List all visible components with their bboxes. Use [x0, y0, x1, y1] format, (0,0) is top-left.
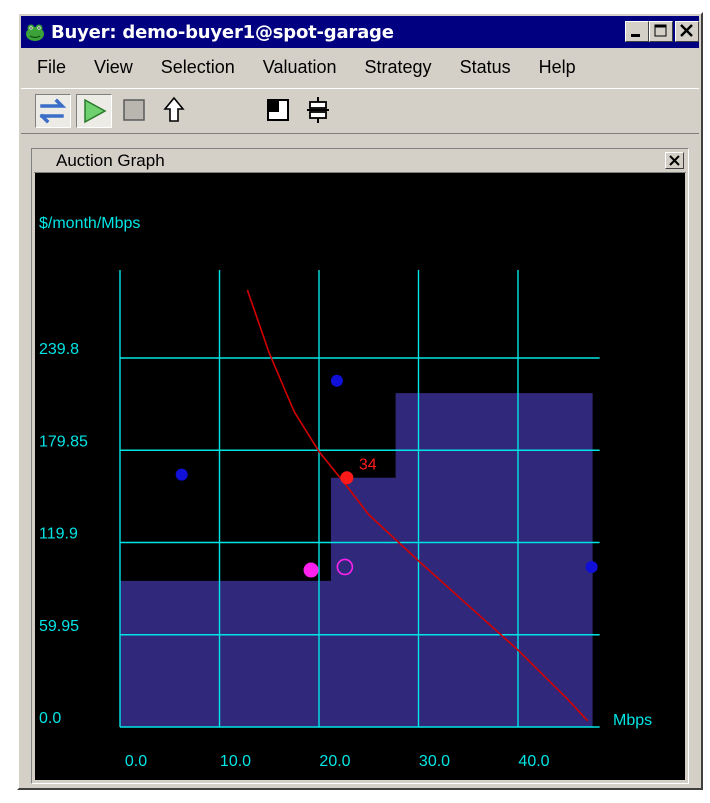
frog-app-icon: [26, 24, 44, 41]
supply-area: [120, 393, 593, 727]
panel-close-button[interactable]: [665, 152, 684, 169]
stop-button[interactable]: [117, 94, 153, 128]
y-tick-label: 119.9: [39, 526, 78, 543]
x-tick-label: 10.0: [220, 753, 251, 770]
menu-help[interactable]: Help: [538, 56, 576, 77]
up-button[interactable]: [157, 94, 193, 128]
y-tick-label: 59.95: [39, 618, 79, 635]
bid-point: [330, 374, 343, 387]
target-bid-ring: [336, 558, 354, 576]
clearing-point: [340, 471, 354, 485]
bid-point: [585, 560, 598, 573]
x-tick-label: 20.0: [319, 753, 350, 770]
auction-chart: 34 $/month/Mbps Mbps 0.0 59.95 119.9 179.85 239…: [35, 173, 685, 780]
menu-strategy[interactable]: Strategy: [364, 56, 432, 77]
layout-button[interactable]: [261, 94, 297, 128]
window-title: Buyer: demo-buyer1@spot-garage: [51, 21, 394, 43]
split-button[interactable]: [301, 94, 337, 128]
play-button[interactable]: [76, 94, 112, 128]
maximize-icon: [654, 24, 667, 37]
x-tick-label: 30.0: [419, 753, 450, 770]
menu-selection[interactable]: Selection: [160, 56, 235, 77]
menu-view[interactable]: View: [94, 56, 133, 77]
menu-valuation[interactable]: Valuation: [262, 56, 337, 77]
x-axis-label: Mbps: [613, 712, 652, 729]
application-window: Buyer: demo-buyer1@spot-garage File View…: [17, 12, 703, 790]
x-tick-label: 0.0: [125, 753, 147, 770]
menu-bar: File View Selection Valuation Strategy S…: [21, 50, 699, 84]
x-tick-label: 40.0: [518, 753, 549, 770]
close-icon: [669, 155, 680, 166]
own-bid-point: [303, 562, 319, 578]
y-axis-label: $/month/Mbps: [39, 215, 140, 232]
clearing-point-label: 34: [359, 457, 377, 474]
up-arrow-icon: [163, 96, 185, 122]
close-icon: [680, 24, 693, 37]
y-tick-label: 0.0: [39, 710, 61, 727]
bid-point: [175, 468, 188, 481]
window-layout-icon: [267, 99, 289, 121]
swap-arrows-icon: [39, 98, 67, 124]
title-bar[interactable]: Buyer: demo-buyer1@spot-garage: [21, 16, 699, 48]
toolbar: [21, 88, 699, 134]
maximize-button[interactable]: [649, 21, 673, 42]
menu-status[interactable]: Status: [459, 56, 511, 77]
panel-title-bar[interactable]: Auction Graph: [34, 150, 686, 173]
split-icon: [307, 97, 329, 123]
toggle-mode-button[interactable]: [35, 94, 71, 128]
minimize-icon: [631, 34, 640, 37]
auction-graph-panel: Auction Graph 34 $/month/Mbps Mbps 0.0 59.95…: [31, 148, 689, 784]
close-button[interactable]: [675, 21, 699, 42]
demand-curve: [246, 289, 589, 722]
panel-title: Auction Graph: [56, 151, 165, 170]
menu-file[interactable]: File: [37, 56, 67, 77]
minimize-button[interactable]: [625, 21, 649, 42]
y-tick-label: 239.8: [39, 341, 79, 358]
y-tick-label: 179.85: [39, 433, 88, 450]
play-icon: [84, 98, 107, 124]
stop-icon: [123, 99, 145, 121]
